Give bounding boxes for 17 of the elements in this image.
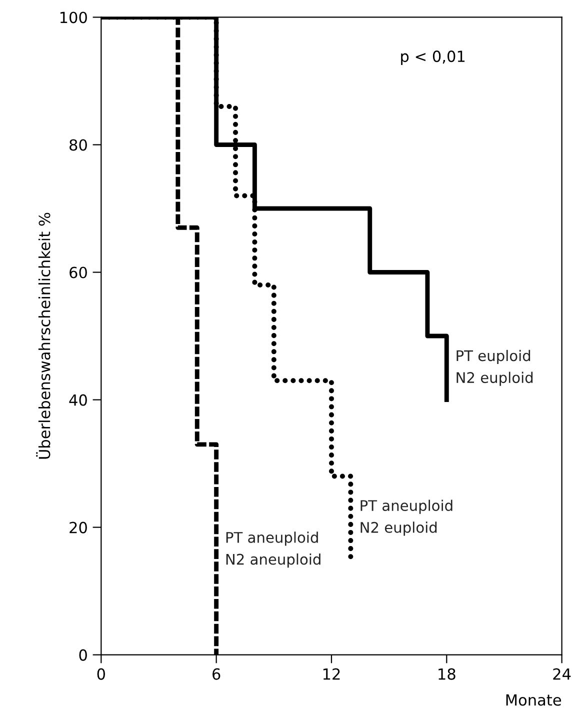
x-tick-label: 0	[97, 668, 105, 680]
x-axis-title: Monate	[506, 694, 561, 706]
series-label: PT euploid N2 euploid	[456, 350, 533, 386]
y-tick-label: 0	[79, 649, 87, 661]
x-tick-label: 12	[323, 668, 340, 680]
y-tick-label: 100	[60, 12, 87, 24]
y-tick-label: 80	[70, 139, 87, 151]
x-tick-label: 6	[212, 668, 220, 680]
y-tick-label: 40	[69, 394, 87, 406]
y-axis-title: Überlebenswahrscheinlichkeit %	[36, 212, 50, 459]
annotation: p < 0,01	[401, 50, 465, 66]
y-tick-label: 20	[70, 522, 87, 534]
x-tick-label: 24	[553, 668, 571, 680]
x-tick-label: 18	[438, 668, 456, 680]
series-label: PT aneuploid N2 aneuploid	[226, 532, 320, 568]
y-tick-label: 60	[70, 266, 87, 278]
series-label: PT aneuploid N2 euploid	[360, 500, 452, 536]
